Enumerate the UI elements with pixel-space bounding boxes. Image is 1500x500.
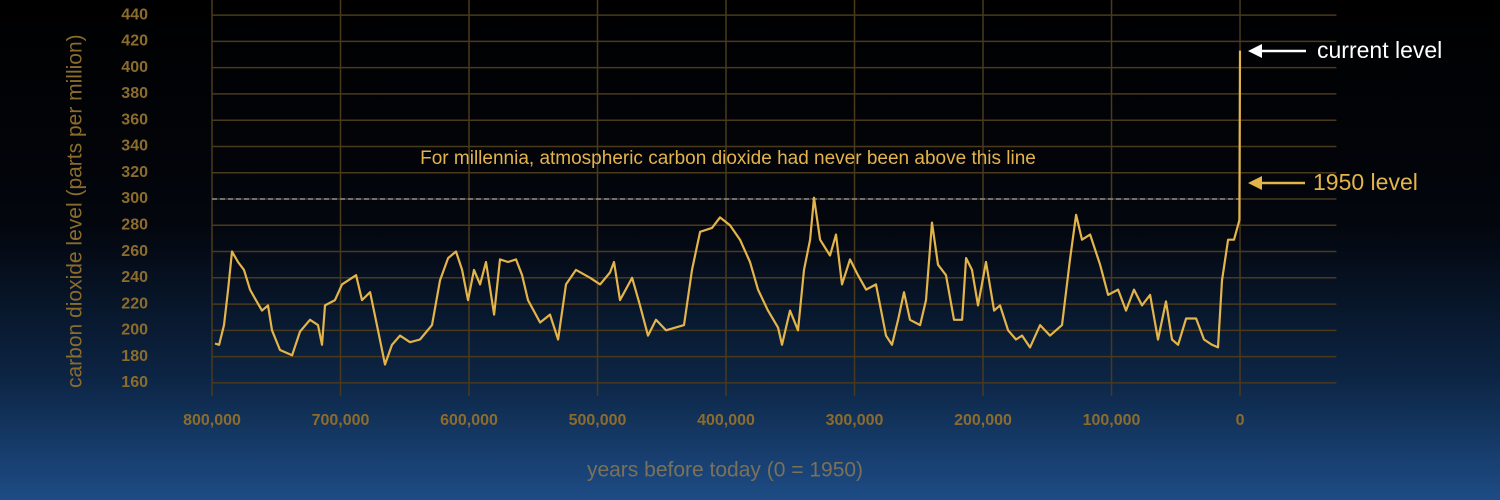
- x-tick-label: 200,000: [954, 412, 1012, 429]
- y-tick-label: 240: [121, 269, 148, 286]
- y-tick-label: 280: [121, 216, 148, 233]
- y-tick-label: 420: [121, 33, 148, 50]
- co2-line: [214, 50, 1242, 366]
- y-tick-label: 260: [121, 243, 148, 260]
- y-tick-label: 180: [121, 348, 148, 365]
- x-tick-label: 600,000: [440, 412, 498, 429]
- baseline-label: 1950 level: [1313, 169, 1418, 195]
- x-tick-label: 300,000: [826, 412, 884, 429]
- x-axis-label: years before today (0 = 1950): [587, 459, 863, 482]
- current-level-arrow: [1248, 44, 1306, 58]
- threshold-annotation: For millennia, atmospheric carbon dioxid…: [420, 148, 1036, 169]
- y-tick-label: 380: [121, 85, 148, 102]
- baseline-arrow: [1248, 176, 1305, 190]
- x-tick-label: 500,000: [569, 412, 627, 429]
- y-tick-label: 220: [121, 295, 148, 312]
- x-tick-label: 800,000: [183, 412, 241, 429]
- y-tick-label: 400: [121, 59, 148, 76]
- y-tick-label: 440: [121, 6, 148, 23]
- y-tick-label: 160: [121, 374, 148, 391]
- y-axis-label: carbon dioxide level (parts per million): [64, 34, 87, 388]
- x-tick-label: 400,000: [697, 412, 755, 429]
- y-tick-label: 340: [121, 138, 148, 155]
- x-tick-label: 100,000: [1083, 412, 1141, 429]
- y-tick-label: 360: [121, 111, 148, 128]
- x-tick-label: 700,000: [312, 412, 370, 429]
- current-level-label: current level: [1317, 37, 1442, 63]
- x-tick-label: 0: [1236, 412, 1245, 429]
- y-tick-label: 300: [121, 190, 148, 207]
- y-tick-label: 200: [121, 322, 148, 339]
- y-tick-label: 320: [121, 164, 148, 181]
